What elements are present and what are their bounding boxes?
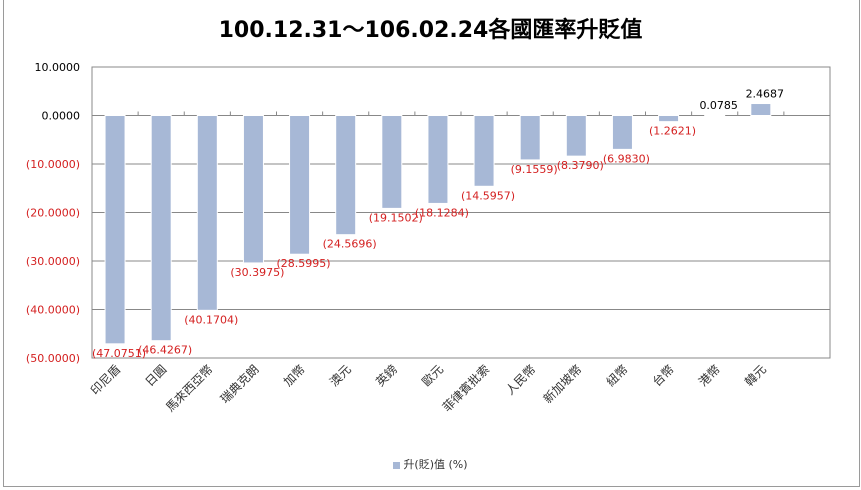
legend-label: 升(貶)值 (%) [403, 458, 468, 471]
bar [242, 115, 264, 264]
bar [427, 115, 449, 204]
x-tick-label: 馬來西亞幣 [163, 362, 215, 414]
x-tick-label: 人民幣 [503, 362, 538, 397]
x-tick-label: 紐幣 [604, 362, 631, 389]
chart-title: 100.12.31～106.02.24各國匯率升貶值 [218, 18, 643, 43]
y-tick-label: (40.0000) [26, 304, 80, 317]
data-label: (14.5957) [461, 189, 515, 202]
x-tick-label: 台幣 [649, 362, 677, 390]
bar [519, 115, 541, 161]
y-tick-label: (10.0000) [26, 158, 80, 171]
x-tick-label: 日圓 [142, 362, 169, 389]
y-tick-label: 0.0000 [42, 110, 81, 123]
data-label: (8.3790) [557, 159, 604, 172]
bar [473, 115, 495, 187]
bar [381, 115, 403, 209]
data-label: (1.2621) [649, 125, 696, 138]
bar [704, 114, 726, 117]
bar [335, 115, 357, 236]
legend-swatch [393, 461, 401, 469]
data-label: 0.0785 [699, 99, 738, 112]
chart-area [3, 0, 860, 487]
x-tick-label: 韓元 [742, 362, 769, 389]
bar [196, 115, 218, 311]
bar [289, 115, 311, 255]
x-tick-label: 加幣 [281, 362, 308, 389]
x-tick-label: 英鎊 [372, 362, 400, 390]
legend: 升(貶)值 (%) [0, 456, 861, 472]
y-tick-label: 10.0000 [35, 61, 81, 74]
bar [611, 115, 633, 150]
data-label: (28.5995) [277, 257, 331, 270]
data-label: (6.9830) [603, 152, 650, 165]
bar [750, 103, 772, 116]
y-tick-label: (30.0000) [26, 255, 80, 268]
y-tick-label: (50.0000) [26, 352, 80, 365]
bar [104, 115, 126, 345]
x-tick-label: 新加坡幣 [540, 362, 585, 407]
data-label: (18.1284) [415, 206, 469, 219]
x-tick-label: 港幣 [696, 362, 723, 389]
data-label: (9.1559) [511, 163, 558, 176]
y-tick-label: (20.0000) [26, 207, 80, 220]
x-tick-label: 歐元 [418, 362, 446, 390]
data-label: (19.1502) [369, 211, 423, 224]
data-label: (24.5696) [323, 238, 377, 251]
x-tick-label: 澳元 [327, 362, 354, 389]
data-label: (30.3975) [230, 266, 284, 279]
x-tick-label: 印尼盾 [88, 362, 123, 397]
bar [565, 115, 587, 157]
bar [150, 115, 172, 342]
data-label: 2.4687 [746, 88, 785, 101]
bar [658, 115, 680, 123]
x-tick-label: 菲律賓批索 [439, 362, 492, 415]
data-label: (46.4267) [138, 344, 192, 357]
data-label: (40.1704) [184, 313, 238, 326]
data-label: (47.0751) [92, 347, 146, 360]
x-tick-label: 瑞典克朗 [218, 362, 262, 406]
